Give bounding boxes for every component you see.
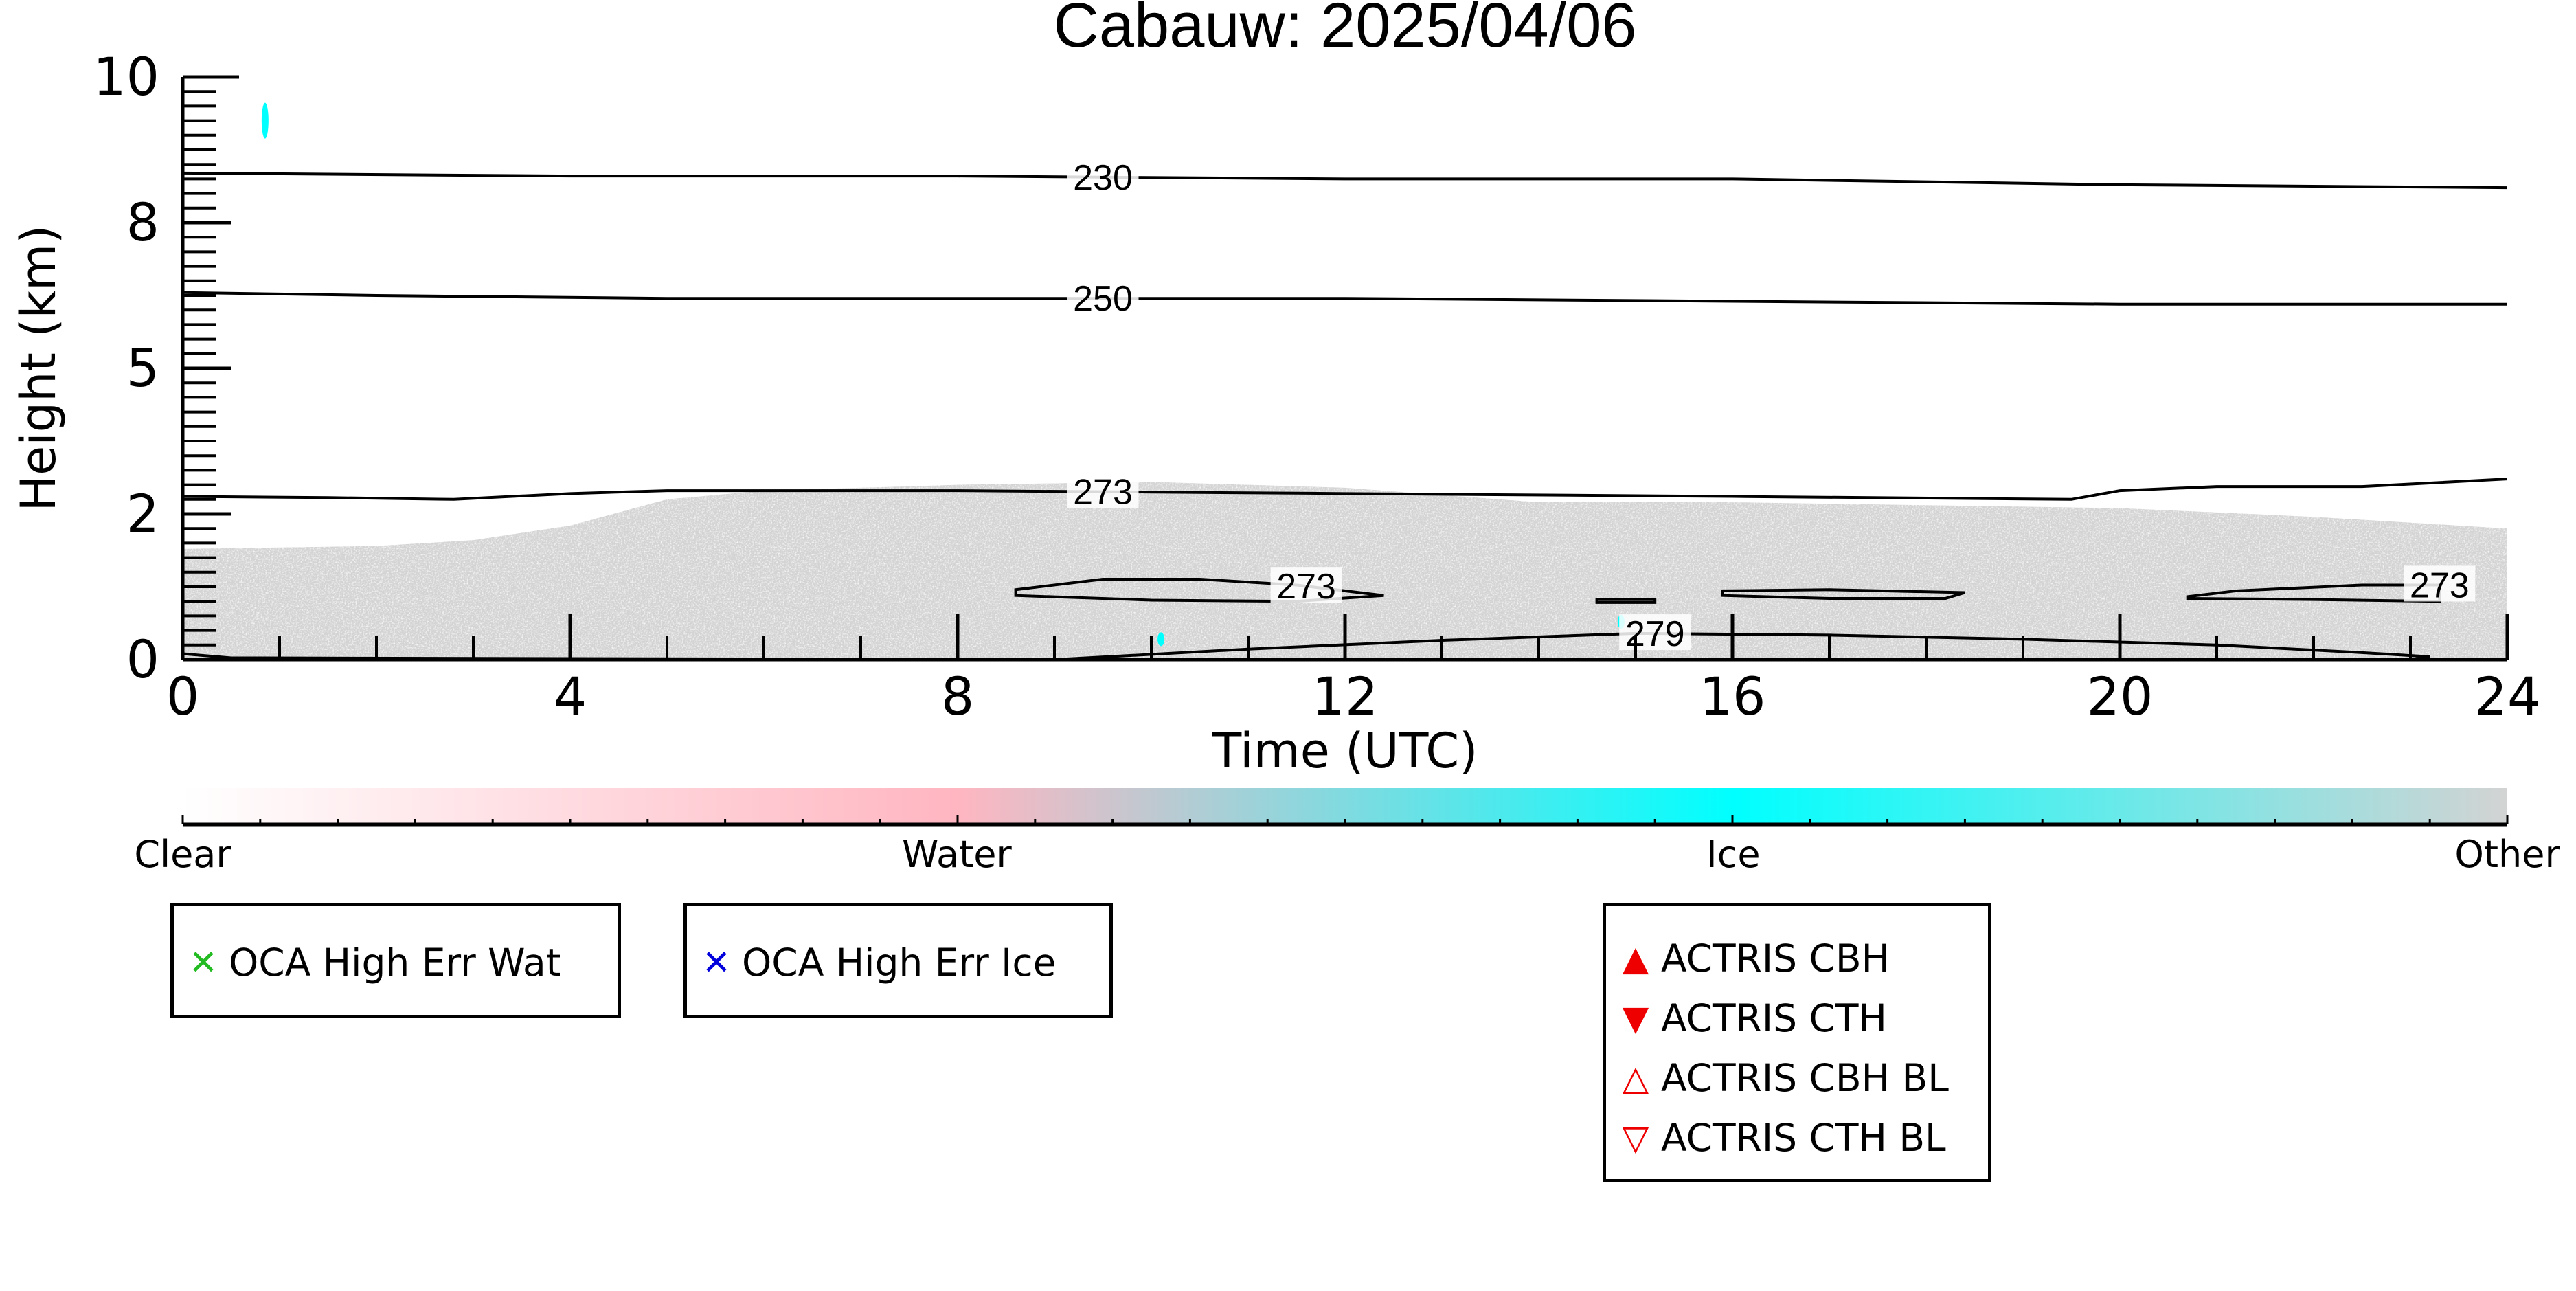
colorbar-gradient [183,788,2507,824]
x-tick-label: 20 [2087,666,2154,727]
filled-down-triangle-icon: ▼ [1622,998,1649,1038]
x-tick-label: 4 [554,666,587,727]
y-tick-label: 8 [126,192,159,253]
colorbar-label: Other [2454,833,2560,876]
oca-water-legend: ✕ OCA High Err Wat [170,903,621,1018]
actris-cbh-label: ACTRIS CBH [1661,936,1890,980]
ice-pixel-cluster [1157,632,1165,647]
actris-cth-label: ACTRIS CTH [1661,996,1887,1040]
contour-label-bg [1619,614,1691,651]
oca-ice-legend: ✕ OCA High Err Ice [683,903,1113,1018]
green-x-marker-icon: ✕ [189,943,218,983]
isotherm-contour [1595,598,1657,604]
y-tick-label: 5 [126,337,159,398]
colorbar-label: Clear [134,833,231,876]
isotherm-contour [183,171,2507,190]
x-tick-label: 0 [166,666,199,727]
contour-label-bg [1067,279,1139,315]
y-tick-label: 2 [126,483,159,544]
contour-label-bg [1067,472,1139,508]
contour-label-bg [1270,567,1342,603]
y-tick-label: 0 [126,629,159,690]
filled-up-triangle-icon: ▲ [1622,939,1649,978]
contour-label: 230 [1073,158,1133,198]
x-axis-label: Time (UTC) [1212,723,1478,779]
colorbar-label: Water [902,833,1012,876]
contour-label-bg [1067,157,1139,194]
x-tick-label: 12 [1312,666,1379,727]
x-tick-label: 24 [2474,666,2541,727]
y-axis-label: Height (km) [10,225,67,512]
isotherm-contour [1014,577,1384,603]
contour-label: 279 [1625,614,1685,654]
isotherm-contour [183,478,2507,501]
ice-pixel-cluster [261,102,269,139]
colorbar: Clear Water Ice Other [134,788,2560,876]
contour-label: 273 [2410,565,2470,605]
cloud-region-speckle [183,482,2507,660]
contour-label: 250 [1073,279,1133,319]
blue-x-marker-icon: ✕ [702,943,731,983]
chart-title: Cabauw: 2025/04/06 [1053,0,1636,60]
isotherm-contour [1721,588,1965,600]
oca-water-label: OCA High Err Wat [229,941,561,985]
actris-legend: ▲ ACTRIS CBH ▼ ACTRIS CTH △ ACTRIS CBH B… [1603,903,1991,1182]
contour-label: 273 [1073,473,1133,513]
oca-ice-label: OCA High Err Ice [742,941,1057,985]
open-down-triangle-icon: ▽ [1622,1118,1649,1158]
x-tick-label: 16 [1699,666,1766,727]
actris-cth-bl-label: ACTRIS CTH BL [1661,1116,1946,1160]
colorbar-label: Ice [1706,833,1761,876]
contour-label: 273 [1276,567,1336,607]
contour-label-bg [2404,565,2476,602]
data-layer [183,102,2507,660]
y-tick-label: 10 [93,46,159,107]
open-up-triangle-icon: △ [1622,1058,1649,1098]
actris-cbh-bl-label: ACTRIS CBH BL [1661,1056,1949,1100]
isotherm-contour [183,291,2507,306]
axes: 0 2 5 8 10 0 4 8 12 16 20 24 [93,46,2540,727]
x-tick-label: 8 [941,666,974,727]
